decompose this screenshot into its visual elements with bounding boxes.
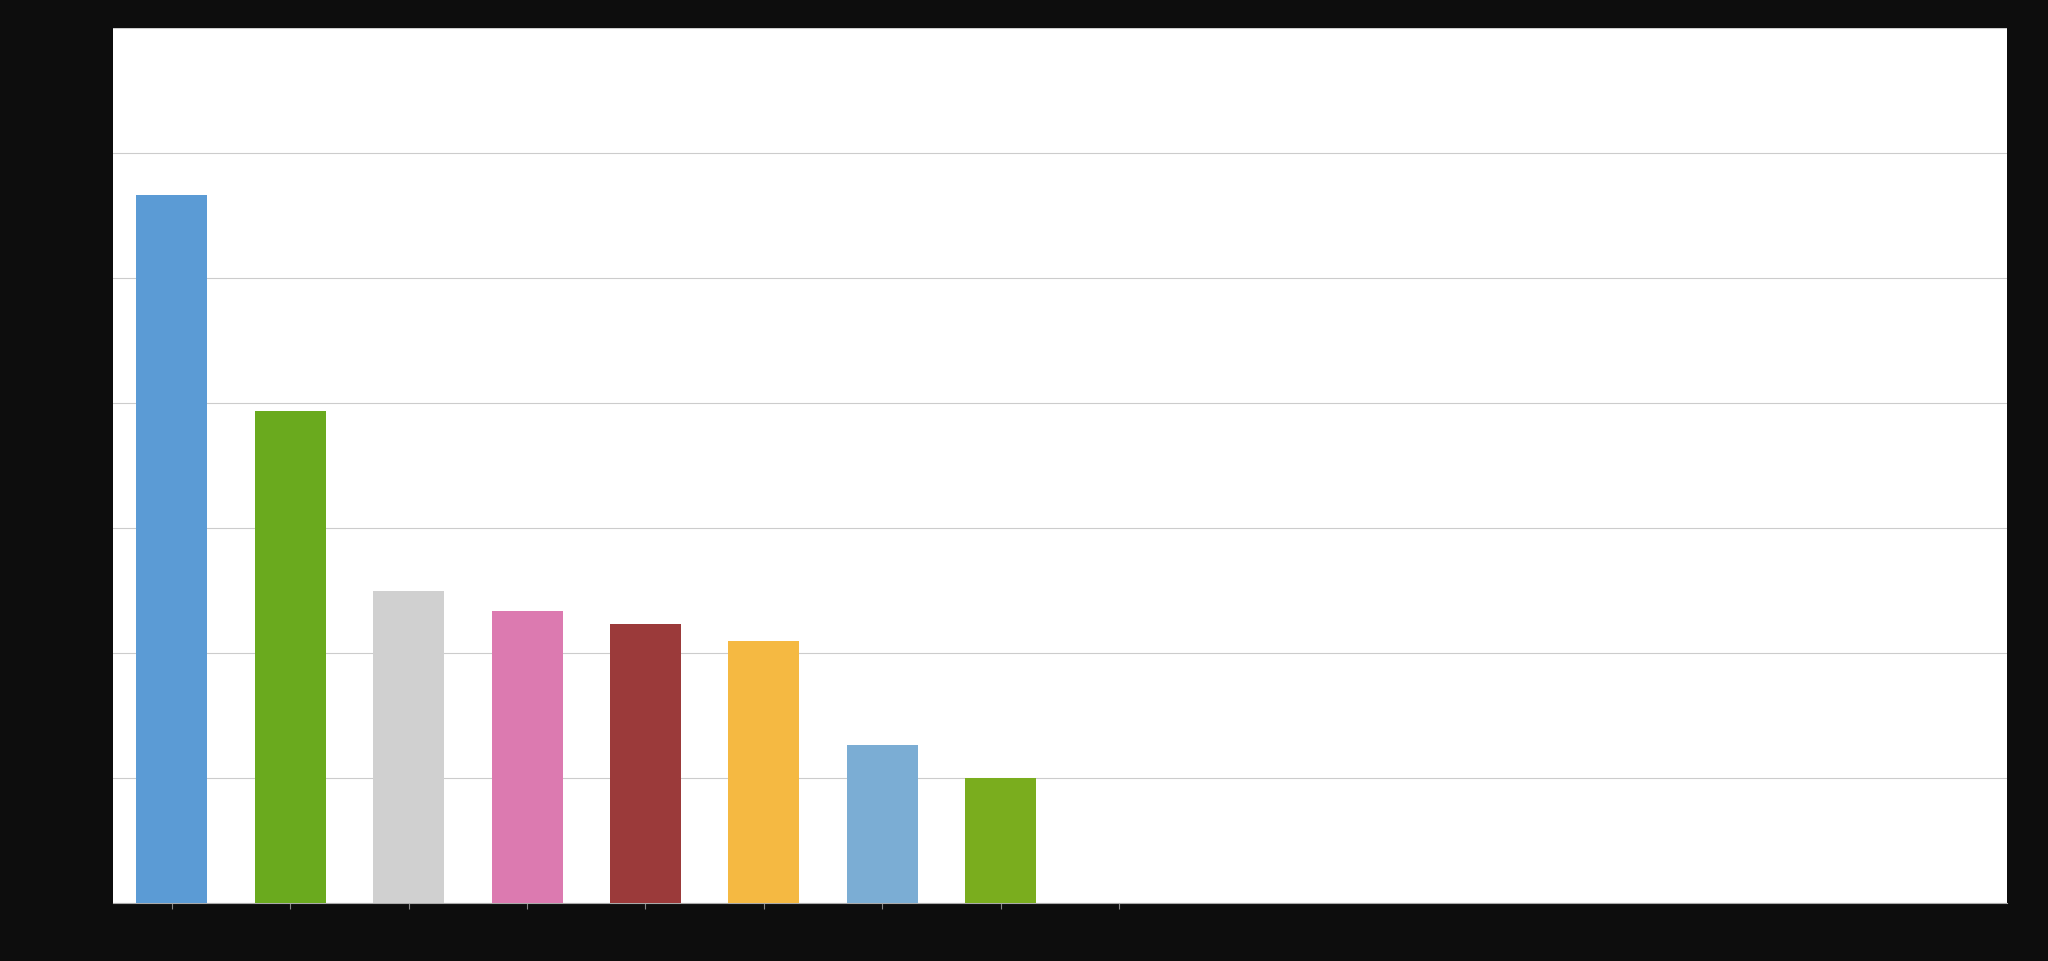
Bar (729, 641, 799, 903)
Bar (846, 745, 918, 903)
Bar (492, 612, 563, 903)
Bar (254, 412, 326, 903)
Bar (373, 591, 444, 903)
Bar (965, 778, 1036, 903)
Bar (137, 195, 207, 903)
Bar (610, 625, 680, 903)
